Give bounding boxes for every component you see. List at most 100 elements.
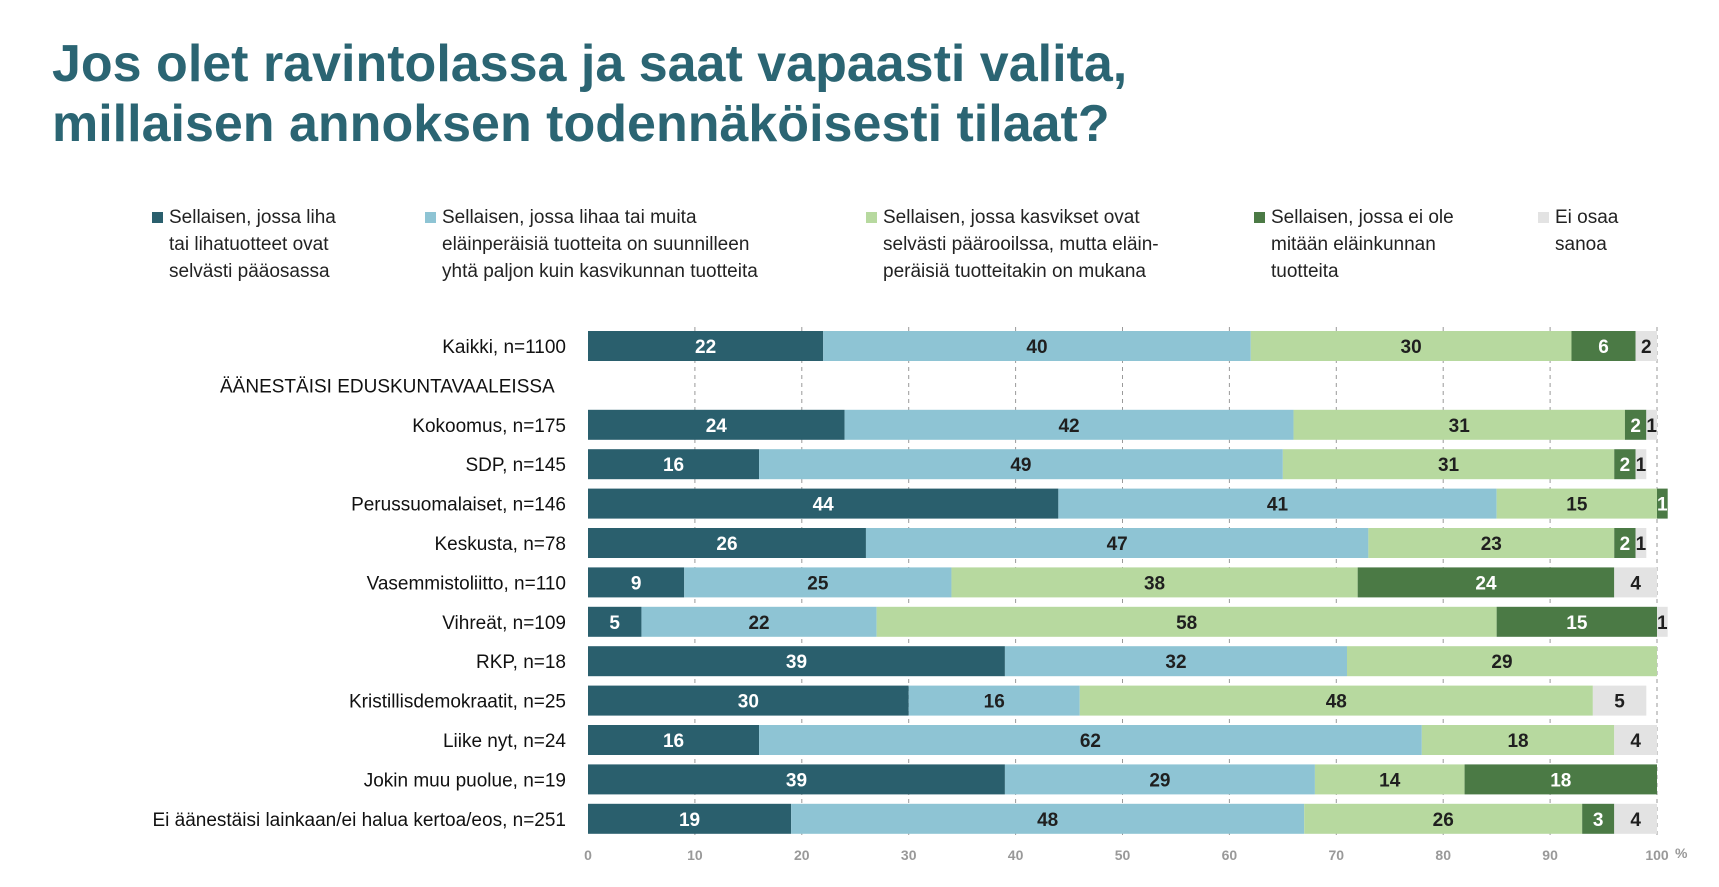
data-label: 26 (1433, 810, 1454, 831)
bar-segment (951, 567, 1358, 598)
category-label: Vasemmistoliitto, n=110 (367, 573, 566, 594)
category-label: Vihreät, n=109 (442, 613, 566, 634)
legend: Sellaisen, jossa liha tai lihatuotteet o… (0, 204, 1719, 294)
bar-segment (1635, 528, 1647, 558)
data-label: 58 (1176, 613, 1197, 634)
data-label: 1 (1636, 455, 1647, 476)
x-tick-label: 80 (1435, 847, 1451, 863)
bar-segment (1282, 449, 1615, 480)
bar-segment (1614, 803, 1657, 834)
bar-segment (641, 606, 877, 637)
data-label: 30 (1401, 337, 1422, 358)
bar-segment (1496, 488, 1657, 519)
data-label: 18 (1550, 770, 1571, 791)
bar-segment (1314, 764, 1465, 795)
bar-segment (1421, 725, 1615, 755)
x-tick-label: 40 (1008, 847, 1024, 863)
bar-segment (588, 409, 845, 440)
bar-segment (1304, 803, 1583, 834)
bar-segment (1496, 606, 1657, 637)
bar-segment (1464, 764, 1657, 795)
data-label: 32 (1165, 652, 1186, 673)
bar-segment (1058, 488, 1497, 519)
data-label: 31 (1438, 455, 1460, 476)
data-label: 62 (1080, 731, 1101, 752)
data-label: 2 (1620, 534, 1631, 555)
data-label: 5 (609, 613, 620, 634)
bar-segment (1357, 567, 1615, 598)
category-label: Perussuomalaiset, n=146 (351, 495, 566, 516)
data-label: 2 (1630, 416, 1641, 437)
data-label: 15 (1566, 613, 1588, 634)
legend-swatch (1538, 212, 1549, 223)
data-label: 48 (1037, 810, 1058, 831)
bar-segment (1614, 725, 1657, 755)
bar-segment (1614, 449, 1636, 480)
x-tick-label: 20 (794, 847, 810, 863)
data-label: 22 (695, 337, 716, 358)
bar-segment (588, 685, 909, 716)
data-label: 29 (1149, 770, 1170, 791)
bar-segment (588, 567, 685, 598)
category-label: Jokin muu puolue, n=19 (364, 770, 566, 791)
data-label: 49 (1010, 455, 1031, 476)
bar-segment (1346, 646, 1657, 677)
bar-segment (1368, 528, 1615, 558)
data-label: 1 (1646, 416, 1657, 437)
bar-segment (823, 331, 1251, 361)
data-label: 1 (1657, 613, 1668, 634)
bar-segment (1624, 409, 1647, 440)
x-tick-label: 50 (1115, 847, 1131, 863)
data-label: 24 (706, 416, 728, 437)
chart-title: Jos olet ravintolassa ja saat vapaasti v… (52, 34, 1352, 154)
legend-swatch (1254, 212, 1265, 223)
bar-segment (684, 567, 952, 598)
bar-segment (1004, 646, 1347, 677)
data-label: 15 (1566, 495, 1588, 516)
data-label: 4 (1630, 810, 1641, 831)
data-label: 41 (1267, 495, 1289, 516)
bar-segment (865, 528, 1369, 558)
data-label: 5 (1614, 692, 1625, 713)
bar-segment (844, 409, 1294, 440)
category-label: SDP, n=145 (465, 455, 566, 476)
data-label: 40 (1026, 337, 1047, 358)
bar-segment (876, 606, 1497, 637)
data-label: 1 (1657, 495, 1668, 516)
bar-segment (1004, 764, 1315, 795)
bar-segment (908, 685, 1080, 716)
category-label: Kaikki, n=1100 (442, 337, 566, 358)
legend-swatch (866, 212, 877, 223)
bar-segment (588, 646, 1005, 677)
category-label: Liike nyt, n=24 (443, 731, 566, 752)
x-tick-label: 30 (901, 847, 917, 863)
bar-segment (588, 764, 1005, 795)
data-label: 16 (984, 692, 1005, 713)
x-unit-label: % (1675, 845, 1688, 861)
bar-segment (759, 725, 1422, 755)
legend-label: Sellaisen, jossa ei ole mitään eläinkunn… (1271, 207, 1454, 282)
data-label: 38 (1144, 573, 1165, 594)
bar-segment (588, 803, 792, 834)
data-label: 30 (738, 692, 759, 713)
bar-segment (1614, 528, 1636, 558)
legend-label: Sellaisen, jossa liha tai lihatuotteet o… (169, 207, 336, 282)
bar-segment (759, 449, 1283, 480)
legend-label: Ei osaa sanoa (1555, 207, 1619, 255)
bar-segment (1293, 409, 1625, 440)
category-label: Keskusta, n=78 (434, 534, 566, 555)
bar-segment (1250, 331, 1572, 361)
data-label: 16 (663, 731, 684, 752)
data-label: 18 (1507, 731, 1528, 752)
legend-item-equal-parts: Sellaisen, jossa lihaa tai muita eläinpe… (425, 204, 758, 285)
bar-segment (1657, 488, 1668, 519)
bar-segment (1571, 331, 1636, 361)
data-label: 16 (663, 455, 684, 476)
data-label: 26 (716, 534, 737, 555)
data-label: 2 (1620, 455, 1631, 476)
legend-item-dont-know: Ei osaa sanoa (1538, 204, 1618, 258)
x-tick-label: 100 (1645, 847, 1669, 863)
bar-segment (1592, 685, 1647, 716)
bar-segment (1582, 803, 1615, 834)
